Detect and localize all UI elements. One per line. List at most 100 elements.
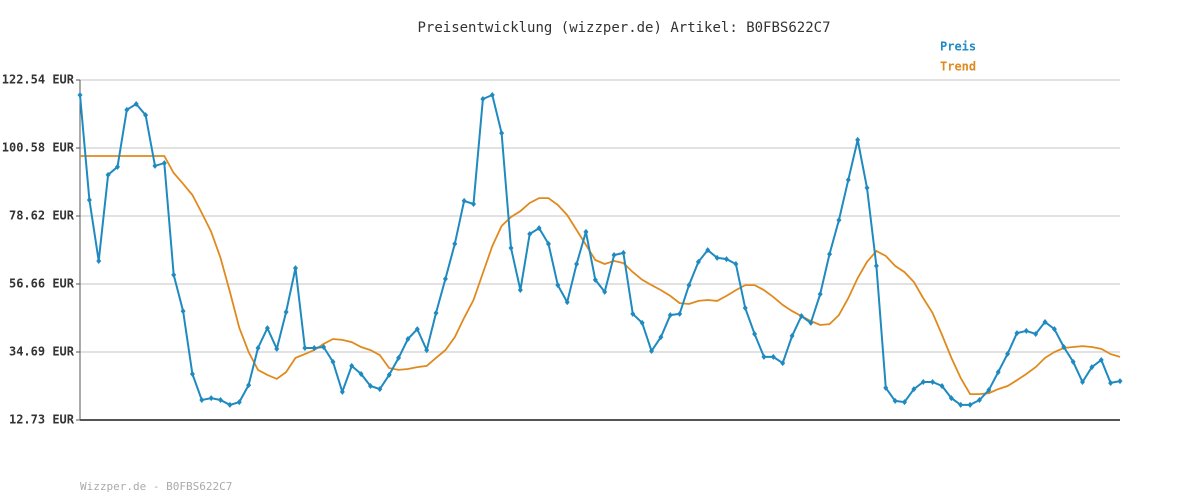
- data-point: [143, 112, 149, 119]
- data-point: [124, 106, 130, 113]
- data-point: [246, 382, 252, 389]
- data-point: [311, 344, 317, 351]
- data-point: [330, 358, 336, 365]
- data-point: [386, 371, 392, 378]
- data-point: [283, 309, 289, 316]
- data-point: [96, 257, 102, 264]
- data-point: [86, 196, 92, 203]
- data-point: [171, 271, 177, 278]
- y-tick-label: 78.62 EUR: [9, 208, 75, 222]
- data-point: [695, 258, 701, 265]
- data-point: [705, 247, 711, 254]
- data-point: [189, 370, 195, 377]
- data-point: [480, 96, 486, 103]
- data-point: [827, 251, 833, 258]
- data-point: [1005, 350, 1011, 357]
- data-point: [808, 319, 814, 326]
- data-point: [920, 379, 926, 386]
- data-point: [658, 334, 664, 341]
- data-point: [367, 383, 373, 390]
- data-point: [508, 244, 514, 251]
- y-tick-label: 56.66 EUR: [9, 276, 75, 290]
- data-point: [358, 370, 364, 377]
- data-point: [1080, 379, 1086, 386]
- data-point: [677, 310, 683, 317]
- data-point: [377, 386, 383, 393]
- data-point: [770, 353, 776, 360]
- data-point: [686, 282, 692, 289]
- data-point: [161, 160, 167, 167]
- data-point: [883, 384, 889, 391]
- data-point: [152, 162, 158, 169]
- data-point: [761, 353, 767, 360]
- data-point: [1014, 330, 1020, 337]
- footer: Wizzper.de - B0FBS622C7: [80, 480, 232, 493]
- data-point: [864, 184, 870, 191]
- data-point: [545, 240, 551, 247]
- data-point: [995, 369, 1001, 376]
- data-point: [639, 319, 645, 326]
- data-point: [667, 312, 673, 319]
- data-point: [939, 383, 945, 390]
- data-point: [798, 313, 804, 320]
- data-point: [536, 225, 542, 232]
- data-point: [817, 291, 823, 298]
- y-tick-label: 34.69 EUR: [9, 345, 75, 359]
- data-point: [302, 344, 308, 351]
- data-point: [1061, 344, 1067, 351]
- data-point: [77, 91, 83, 98]
- data-point: [349, 362, 355, 369]
- data-point: [630, 310, 636, 317]
- legend-label: Trend: [940, 60, 976, 74]
- data-point: [1089, 364, 1095, 371]
- data-point: [855, 136, 861, 143]
- data-point: [845, 176, 851, 183]
- data-point: [236, 399, 242, 406]
- data-point: [255, 344, 261, 351]
- data-point: [564, 299, 570, 306]
- data-point: [649, 348, 655, 355]
- data-point: [180, 308, 186, 315]
- data-point: [789, 332, 795, 339]
- data-point: [1098, 357, 1104, 364]
- data-point: [1108, 379, 1114, 386]
- legend-label: Preis: [940, 40, 976, 54]
- data-point: [742, 305, 748, 312]
- chart-title: Preisentwicklung (wizzper.de) Artikel: B…: [417, 20, 830, 36]
- data-point: [780, 360, 786, 367]
- data-point: [902, 399, 908, 406]
- data-point: [489, 91, 495, 98]
- data-point: [958, 401, 964, 408]
- data-point: [892, 397, 898, 404]
- data-point: [723, 256, 729, 263]
- data-point: [199, 396, 205, 403]
- data-point: [1033, 331, 1039, 338]
- data-point: [105, 171, 111, 178]
- data-point: [752, 331, 758, 338]
- data-point: [227, 401, 233, 408]
- data-point: [986, 387, 992, 394]
- data-point: [471, 200, 477, 207]
- data-point: [583, 228, 589, 235]
- data-point: [452, 240, 458, 247]
- data-point: [873, 262, 879, 269]
- data-point: [602, 288, 608, 295]
- data-point: [405, 335, 411, 342]
- data-point: [620, 249, 626, 256]
- data-point: [1070, 358, 1076, 365]
- data-point: [714, 254, 720, 261]
- data-point: [733, 261, 739, 268]
- data-point: [218, 396, 224, 403]
- data-point: [911, 386, 917, 393]
- data-point: [1023, 327, 1029, 334]
- data-point: [1117, 378, 1123, 385]
- data-point: [414, 326, 420, 333]
- data-point: [114, 163, 120, 170]
- data-point: [424, 347, 430, 354]
- data-point: [499, 130, 505, 137]
- data-point: [967, 401, 973, 408]
- data-point: [292, 265, 298, 272]
- data-point: [264, 325, 270, 332]
- y-tick-label: 100.58 EUR: [2, 140, 75, 154]
